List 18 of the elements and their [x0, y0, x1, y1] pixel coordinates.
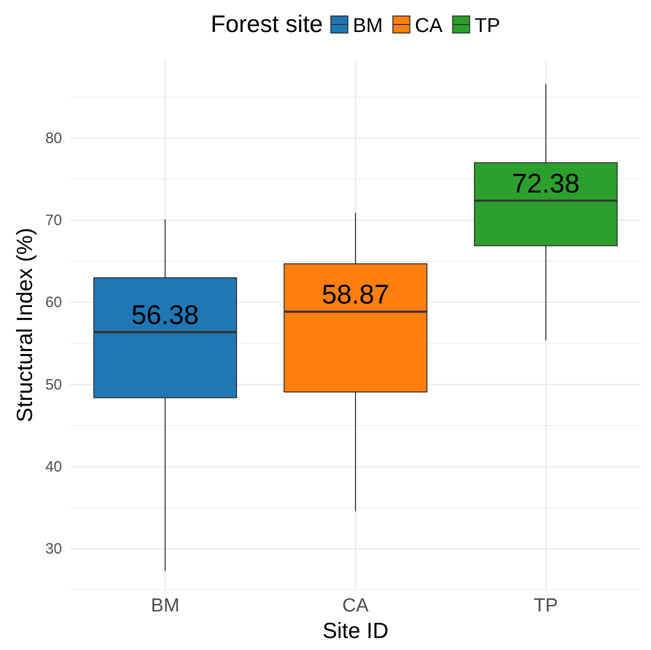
y-tick-label: 30 [45, 540, 62, 558]
legend-label: BM [352, 15, 383, 37]
text: 72.38 [512, 168, 580, 199]
x-tick-label: BM [150, 595, 180, 616]
y-tick-label: 80 [45, 130, 62, 147]
y-tick-label: 40 [45, 458, 62, 476]
x-axis-title: Site ID [322, 618, 389, 643]
y-tick-label: 70 [45, 212, 62, 230]
legend-title: Forest site [210, 11, 323, 38]
x-tick-label: TP [534, 595, 558, 616]
x-tick-label: CA [342, 595, 370, 616]
legend-label: CA [414, 15, 444, 37]
text: 56.38 [131, 300, 199, 330]
y-tick-label: 60 [45, 294, 62, 312]
text: 58.87 [322, 280, 390, 310]
legend-label: TP [474, 15, 500, 37]
y-axis-title: Structural Index (%) [12, 228, 37, 422]
y-tick-label: 50 [45, 376, 62, 394]
